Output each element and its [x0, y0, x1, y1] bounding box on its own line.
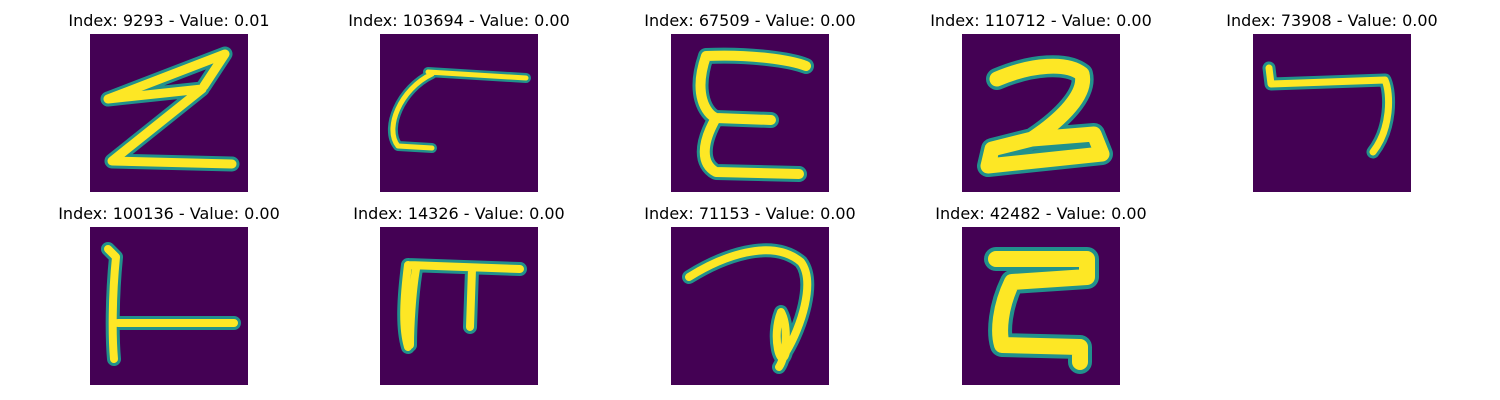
handwritten-glyph-image — [90, 34, 248, 192]
panel-title-8: Index: 71153 - Value: 0.00 — [600, 205, 900, 223]
panel-title-9: Index: 42482 - Value: 0.00 — [891, 205, 1191, 223]
panel-title-3: Index: 67509 - Value: 0.00 — [600, 12, 900, 30]
digit-panel-4 — [962, 34, 1120, 192]
panel-title-4: Index: 110712 - Value: 0.00 — [891, 12, 1191, 30]
digit-panel-2 — [380, 34, 538, 192]
handwritten-glyph-image — [671, 34, 829, 192]
panel-title-5: Index: 73908 - Value: 0.00 — [1182, 12, 1482, 30]
handwritten-glyph-image — [1253, 34, 1411, 192]
handwritten-glyph-image — [671, 227, 829, 385]
panel-title-7: Index: 14326 - Value: 0.00 — [309, 205, 609, 223]
handwritten-glyph-image — [380, 227, 538, 385]
digit-panel-9 — [962, 227, 1120, 385]
digit-panel-5 — [1253, 34, 1411, 192]
digit-panel-8 — [671, 227, 829, 385]
digit-panel-1 — [90, 34, 248, 192]
panel-title-1: Index: 9293 - Value: 0.01 — [19, 12, 319, 30]
panel-title-6: Index: 100136 - Value: 0.00 — [19, 205, 319, 223]
handwritten-glyph-image — [380, 34, 538, 192]
digit-panel-6 — [90, 227, 248, 385]
handwritten-glyph-image — [90, 227, 248, 385]
digit-panel-3 — [671, 34, 829, 192]
digit-panel-7 — [380, 227, 538, 385]
panel-title-2: Index: 103694 - Value: 0.00 — [309, 12, 609, 30]
handwritten-glyph-image — [962, 34, 1120, 192]
handwritten-glyph-image — [962, 227, 1120, 385]
